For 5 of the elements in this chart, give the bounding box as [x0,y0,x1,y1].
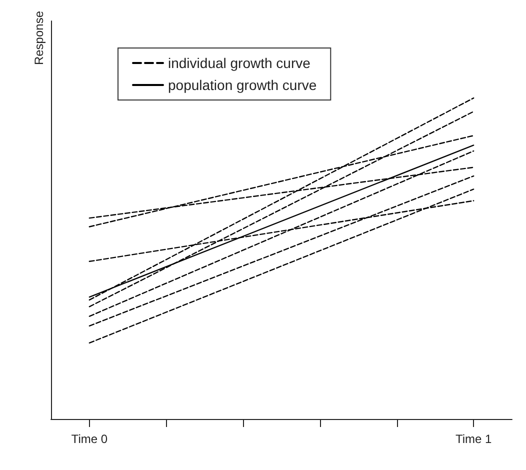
x-tick-label: Time 0 [71,432,108,446]
legend-label: individual growth curve [168,55,311,71]
x-tick-label: Time 1 [455,432,492,446]
legend-label: population growth curve [168,77,317,93]
y-axis-title: Response [32,10,46,66]
